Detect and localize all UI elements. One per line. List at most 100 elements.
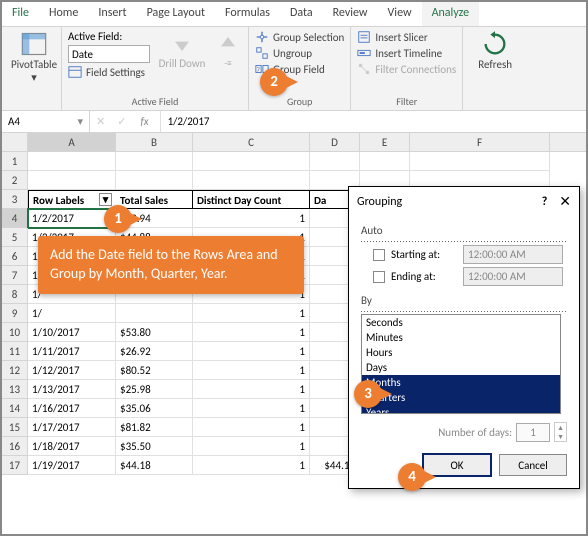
tab-insert[interactable]: Insert (88, 2, 136, 26)
cell[interactable]: 1/19/2017 (28, 456, 116, 475)
cancel-button[interactable]: Cancel (499, 454, 567, 476)
cell[interactable]: $35.06 (116, 399, 193, 418)
rowlabels-dropdown-icon[interactable]: ▾ (99, 193, 112, 206)
cell[interactable] (116, 304, 193, 323)
cell[interactable]: 1/ (28, 304, 116, 323)
starting-at-input[interactable] (463, 245, 563, 264)
cell[interactable] (28, 152, 116, 171)
cell[interactable] (193, 171, 310, 190)
fx-button[interactable]: fx (132, 115, 156, 128)
col-head-a[interactable]: A (28, 133, 116, 151)
cell[interactable]: 1 (193, 399, 310, 418)
ending-at-input[interactable] (463, 267, 563, 286)
active-field-input[interactable] (68, 45, 150, 63)
cell[interactable]: $53.80 (116, 323, 193, 342)
row-head[interactable]: 3 (2, 190, 28, 209)
listbox-item[interactable]: Years (362, 405, 560, 414)
field-settings-button[interactable]: Field Settings (68, 65, 150, 79)
starting-at-checkbox[interactable] (373, 249, 385, 261)
dialog-help-icon[interactable]: ? (542, 195, 548, 209)
cell[interactable]: 1 (193, 456, 310, 475)
listbox-item[interactable]: Minutes (362, 330, 560, 345)
col-head-d[interactable]: D (310, 133, 360, 151)
listbox-item[interactable]: Seconds (362, 315, 560, 330)
row-head[interactable]: 4 (2, 209, 28, 228)
cell[interactable]: 1 (193, 418, 310, 437)
row-head[interactable]: 17 (2, 456, 28, 475)
col-head-f[interactable]: F (410, 133, 550, 151)
cell[interactable]: Total Sales (116, 190, 193, 209)
row-head[interactable]: 1 (2, 152, 28, 171)
cell[interactable]: $81.82 (116, 418, 193, 437)
cell[interactable]: 1/13/2017 (28, 380, 116, 399)
pivottable-label: PivotTable (11, 58, 57, 71)
formula-value[interactable]: 1/2/2017 (164, 115, 214, 128)
cell[interactable]: 1/18/2017 (28, 437, 116, 456)
grouping-dialog: Grouping ? ✕ Auto Starting at: Ending at… (348, 186, 580, 489)
row-head[interactable]: 15 (2, 418, 28, 437)
insert-slicer-button[interactable]: Insert Slicer (357, 30, 456, 44)
cell[interactable]: 1 (193, 380, 310, 399)
cell[interactable] (360, 152, 410, 171)
row-head[interactable]: 7 (2, 266, 28, 285)
cell[interactable]: 1 (193, 209, 310, 228)
tab-home[interactable]: Home (39, 2, 88, 26)
col-head-e[interactable]: E (360, 133, 410, 151)
col-head-b[interactable]: B (116, 133, 193, 151)
cell[interactable]: 1/16/2017 (28, 399, 116, 418)
group-selection-button[interactable]: Group Selection (255, 30, 344, 44)
row-head[interactable]: 16 (2, 437, 28, 456)
row-head[interactable]: 2 (2, 171, 28, 190)
tab-pagelayout[interactable]: Page Layout (137, 2, 215, 26)
tab-file[interactable]: File (2, 2, 39, 26)
col-head-c[interactable]: C (193, 133, 310, 151)
row-head[interactable]: 12 (2, 361, 28, 380)
tab-view[interactable]: View (378, 2, 422, 26)
cell[interactable]: 1/10/2017 (28, 323, 116, 342)
tab-formulas[interactable]: Formulas (215, 2, 280, 26)
cell[interactable]: 1/2/2017 (28, 209, 116, 228)
row-head[interactable]: 9 (2, 304, 28, 323)
cell[interactable] (410, 152, 550, 171)
ungroup-button[interactable]: Ungroup (255, 46, 344, 60)
cell[interactable]: 1/17/2017 (28, 418, 116, 437)
tab-review[interactable]: Review (323, 2, 378, 26)
cell[interactable]: Row Labels▾ (28, 190, 116, 209)
cell[interactable]: $80.52 (116, 361, 193, 380)
cell[interactable] (28, 171, 116, 190)
tab-data[interactable]: Data (280, 2, 323, 26)
cell[interactable]: 1 (193, 323, 310, 342)
tab-analyze[interactable]: Analyze (422, 2, 480, 26)
name-box[interactable]: A4▾ (2, 111, 90, 132)
cell[interactable]: $44.18 (116, 456, 193, 475)
row-head[interactable]: 8 (2, 285, 28, 304)
cell[interactable]: Distinct Day Count (193, 190, 310, 209)
listbox-item[interactable]: Days (362, 360, 560, 375)
cell[interactable] (116, 171, 193, 190)
pivottable-button[interactable]: PivotTable ▾ (8, 30, 60, 84)
cell[interactable]: 1 (193, 361, 310, 380)
row-head[interactable]: 14 (2, 399, 28, 418)
cell[interactable] (116, 152, 193, 171)
cell[interactable]: 1/12/2017 (28, 361, 116, 380)
dialog-close-icon[interactable]: ✕ (559, 193, 571, 210)
cell[interactable]: 1 (193, 304, 310, 323)
cell[interactable]: 1/11/2017 (28, 342, 116, 361)
row-head[interactable]: 5 (2, 228, 28, 247)
row-head[interactable]: 13 (2, 380, 28, 399)
cell[interactable]: 1 (193, 342, 310, 361)
row-head[interactable]: 10 (2, 323, 28, 342)
refresh-button[interactable]: Refresh (469, 30, 521, 71)
cell[interactable]: $35.50 (116, 437, 193, 456)
ending-at-checkbox[interactable] (373, 271, 385, 283)
cell[interactable] (193, 152, 310, 171)
listbox-item[interactable]: Hours (362, 345, 560, 360)
row-head[interactable]: 11 (2, 342, 28, 361)
insert-timeline-button[interactable]: Insert Timeline (357, 46, 456, 60)
cell[interactable] (310, 152, 360, 171)
row-head[interactable]: 6 (2, 247, 28, 266)
select-all-corner[interactable] (2, 133, 28, 151)
cell[interactable]: 1 (193, 437, 310, 456)
cell[interactable]: $26.92 (116, 342, 193, 361)
cell[interactable]: $25.98 (116, 380, 193, 399)
